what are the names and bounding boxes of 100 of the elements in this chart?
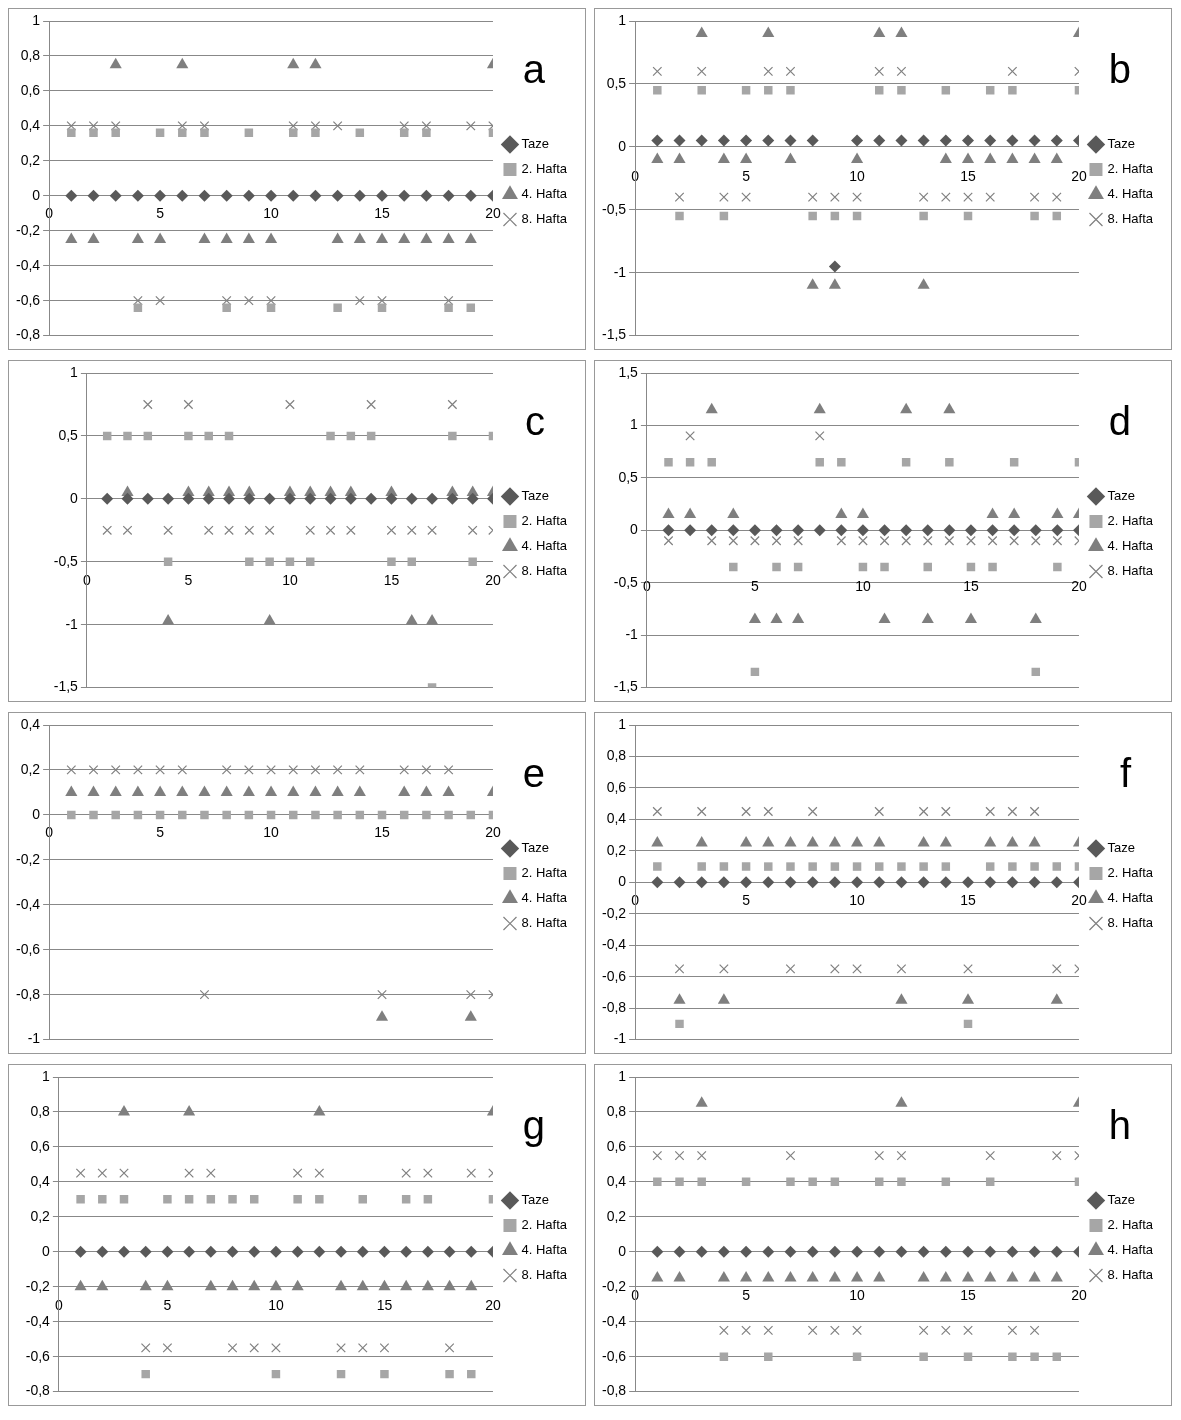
- point: [984, 152, 997, 163]
- point: [333, 810, 342, 820]
- point: [940, 1325, 951, 1336]
- point: [1028, 152, 1041, 163]
- point: [177, 765, 188, 775]
- point: [919, 1352, 928, 1361]
- point: [828, 278, 841, 289]
- y-tick-label: 1: [618, 715, 627, 732]
- point: [784, 152, 797, 163]
- point: [963, 963, 973, 974]
- point: [288, 765, 299, 775]
- point: [852, 1352, 862, 1361]
- point: [466, 303, 476, 312]
- point: [162, 492, 175, 505]
- point: [405, 613, 418, 625]
- point: [653, 85, 662, 95]
- point: [784, 876, 797, 889]
- point: [442, 232, 455, 243]
- x-tick-label: 5: [156, 205, 165, 222]
- point: [198, 785, 211, 796]
- point: [962, 876, 975, 889]
- point: [919, 211, 928, 221]
- point: [97, 1168, 108, 1178]
- point: [344, 492, 357, 505]
- point: [464, 189, 477, 202]
- point: [465, 1279, 478, 1291]
- point: [291, 1279, 304, 1291]
- point: [398, 232, 411, 243]
- point: [310, 765, 321, 775]
- point: [764, 862, 773, 871]
- point: [264, 785, 278, 796]
- point: [118, 1245, 131, 1258]
- point: [651, 134, 664, 147]
- point: [315, 1195, 324, 1204]
- point: [653, 862, 662, 871]
- point: [1006, 835, 1019, 847]
- point: [377, 989, 387, 1000]
- point: [353, 189, 366, 202]
- y-tick-label: -1,5: [602, 326, 627, 343]
- point: [813, 402, 826, 414]
- point: [652, 1150, 663, 1161]
- point: [421, 1279, 434, 1291]
- point: [314, 1168, 325, 1178]
- point: [918, 192, 929, 203]
- point: [873, 26, 886, 38]
- point: [283, 492, 296, 505]
- point: [985, 192, 996, 203]
- y-tick-label: 0,5: [58, 426, 79, 443]
- point: [717, 1245, 730, 1258]
- point: [309, 785, 322, 796]
- x-tick-label: 15: [374, 205, 391, 222]
- legend-label: Taze: [1107, 488, 1135, 504]
- point: [962, 1245, 975, 1258]
- point: [651, 1270, 664, 1282]
- point: [939, 134, 952, 147]
- y-tick-label: -1: [613, 1030, 627, 1047]
- legend-label: 2. Hafta: [521, 513, 568, 529]
- point: [467, 1369, 476, 1379]
- legend-label: 4. Hafta: [1107, 538, 1154, 554]
- point: [466, 492, 479, 505]
- point: [333, 303, 342, 312]
- point: [830, 1325, 840, 1336]
- point: [464, 1010, 477, 1021]
- point: [873, 134, 886, 147]
- point: [1028, 1245, 1041, 1258]
- point: [313, 1104, 326, 1116]
- legend-label: 4. Hafta: [1107, 1242, 1154, 1258]
- point: [762, 876, 775, 889]
- point: [1029, 612, 1042, 623]
- point: [719, 862, 729, 871]
- x-tick-label: 20: [1071, 168, 1087, 185]
- point: [806, 134, 819, 147]
- point: [963, 1352, 973, 1361]
- point: [1052, 535, 1063, 546]
- point: [405, 492, 418, 505]
- point: [740, 835, 753, 847]
- point: [305, 525, 316, 536]
- point: [444, 810, 453, 820]
- point: [653, 1177, 662, 1187]
- point: [119, 1195, 129, 1204]
- point: [228, 1195, 237, 1204]
- y-tick-label: -0,4: [602, 1312, 627, 1329]
- y-tick-label: -0,5: [602, 200, 627, 217]
- y-tick-label: -0,6: [602, 967, 627, 984]
- point: [420, 232, 433, 243]
- point: [220, 785, 233, 796]
- legend-label: 2. Hafta: [1107, 161, 1154, 177]
- point: [310, 121, 321, 131]
- point: [324, 492, 337, 505]
- legend-label: 4. Hafta: [521, 186, 568, 202]
- x-tick-label: 15: [963, 577, 979, 594]
- y-tick-label: 0,6: [20, 81, 41, 98]
- point: [729, 562, 738, 572]
- point: [828, 1245, 841, 1258]
- point: [741, 192, 751, 203]
- point: [198, 232, 211, 243]
- point: [243, 492, 256, 505]
- point: [961, 993, 975, 1004]
- point: [325, 525, 336, 536]
- point: [66, 765, 77, 775]
